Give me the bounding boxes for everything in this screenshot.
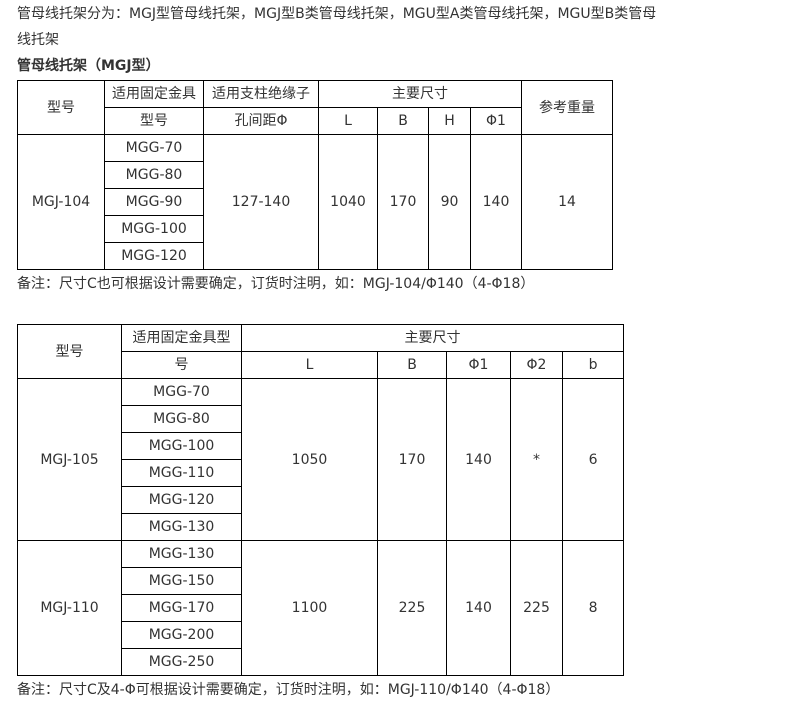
cell-fitting: MGG-200 <box>121 621 242 649</box>
cell-H: 90 <box>428 134 471 270</box>
header-spacing-l1: 适用支柱绝缘子 <box>203 80 319 108</box>
table2-note: 备注：尺寸C及4-Φ可根据设计需要确定，订货时注明，如：MGJ-110/Φ140… <box>17 682 560 698</box>
cell-fitting: MGG-70 <box>121 378 242 406</box>
cell-fitting: MGG-90 <box>104 188 204 216</box>
cell-B: 170 <box>377 134 429 270</box>
header-fitting-l1: 适用固定金具 <box>104 80 204 108</box>
cell-model: MGJ-104 <box>17 134 105 270</box>
cell-fitting: MGG-100 <box>121 432 242 460</box>
table1-note: 备注：尺寸C也可根据设计需要确定，订货时注明，如：MGJ-104/Φ140（4-… <box>17 276 535 292</box>
table-row: MGJ-110 MGG-130 1100 225 140 225 8 <box>17 540 625 676</box>
header-model: 型号 <box>17 324 122 379</box>
cell-fitting: MGG-100 <box>104 215 204 243</box>
header-phi1: Φ1 <box>446 351 511 379</box>
cell-b: 6 <box>561 378 625 541</box>
cell-weight: 14 <box>521 134 613 270</box>
header-fitting-l1: 适用固定金具型 <box>121 324 242 352</box>
cell-fitting: MGG-110 <box>121 459 242 487</box>
cell-model: MGJ-105 <box>17 378 122 541</box>
header-fitting-l2: 型号 <box>104 107 204 135</box>
header-b: b <box>561 351 625 379</box>
intro-line-1: 管母线托架分为：MGJ型管母线托架，MGJ型B类管母线托架，MGU型A类管母线托… <box>17 6 657 22</box>
header-fitting-l2: 号 <box>121 351 242 379</box>
table-row: MGG-150 <box>18 567 624 595</box>
cell-L: 1100 <box>241 540 378 676</box>
table-row: MGJ-105 MGG-70 1050 170 140 * 6 <box>17 378 625 541</box>
cell-fitting: MGG-130 <box>121 513 242 541</box>
cell-spacing: 127-140 <box>203 134 319 270</box>
table-row: MGG-130 <box>18 513 624 541</box>
cell-B: 170 <box>377 378 447 541</box>
cell-phi1: 140 <box>470 134 522 270</box>
cell-fitting: MGG-120 <box>104 242 204 270</box>
header-L: L <box>318 107 378 135</box>
cell-fitting: MGG-170 <box>121 594 242 622</box>
cell-phi2: * <box>510 378 563 541</box>
cell-phi2: 225 <box>510 540 563 676</box>
table-row: MGG-250 <box>18 648 624 676</box>
table-mgj-104: 型号 适用固定金具 适用支柱绝缘子 主要尺寸 参考重量 型号 孔间距Φ L B … <box>17 80 613 270</box>
cell-fitting: MGG-130 <box>121 540 242 568</box>
cell-phi1: 140 <box>446 378 511 541</box>
table-row: MGG-80 <box>18 405 624 433</box>
table-row: MGG-120 <box>18 486 624 514</box>
header-phi1: Φ1 <box>470 107 522 135</box>
header-B: B <box>377 107 429 135</box>
cell-fitting: MGG-250 <box>121 648 242 676</box>
table-row: MGG-170 <box>18 594 624 622</box>
header-model: 型号 <box>17 80 105 135</box>
header-H: H <box>428 107 471 135</box>
cell-L: 1050 <box>241 378 378 541</box>
table-mgj-105-110: 型号 适用固定金具型 主要尺寸 号 L B Φ1 Φ2 b MGJ-105 MGG… <box>17 324 625 676</box>
cell-b: 8 <box>561 540 625 676</box>
table-row: MGG-200 <box>18 621 624 649</box>
header-L: L <box>241 351 378 379</box>
cell-model: MGJ-110 <box>17 540 122 676</box>
header-spacing-l2: 孔间距Φ <box>203 107 319 135</box>
cell-fitting: MGG-80 <box>104 161 204 189</box>
cell-fitting: MGG-70 <box>104 134 204 162</box>
header-weight: 参考重量 <box>521 80 613 135</box>
cell-B: 225 <box>377 540 447 676</box>
cell-fitting: MGG-120 <box>121 486 242 514</box>
table-row: MGG-100 <box>18 432 624 460</box>
header-B: B <box>377 351 447 379</box>
cell-fitting: MGG-80 <box>121 405 242 433</box>
header-phi2: Φ2 <box>510 351 563 379</box>
header-dims: 主要尺寸 <box>240 324 625 352</box>
section-heading: 管母线托架（MGJ型） <box>17 58 160 74</box>
cell-L: 1040 <box>318 134 378 270</box>
cell-phi1: 140 <box>446 540 511 676</box>
header-dims: 主要尺寸 <box>318 80 522 108</box>
intro-line-2: 线托架 <box>17 32 59 48</box>
cell-fitting: MGG-150 <box>121 567 242 595</box>
